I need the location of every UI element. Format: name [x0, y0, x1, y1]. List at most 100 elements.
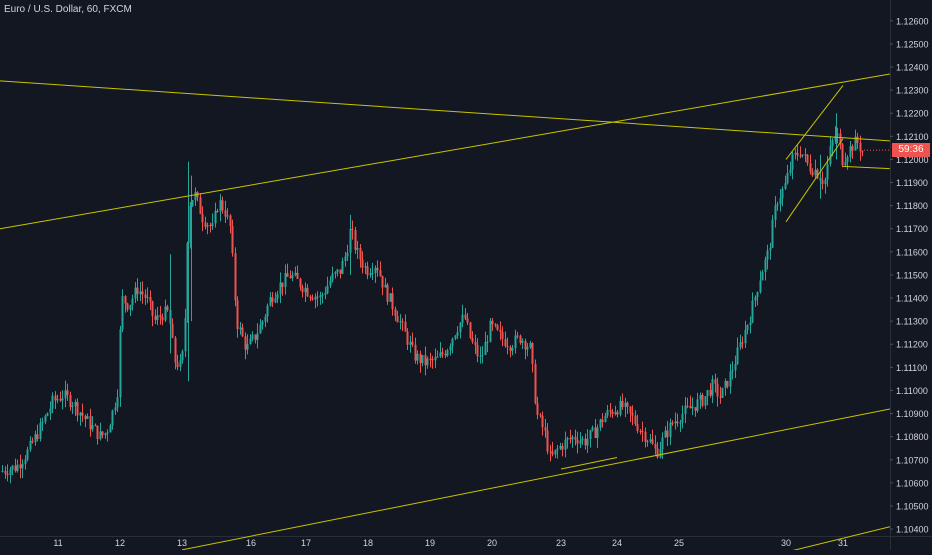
candle-up [304, 287, 307, 293]
candle-up [134, 287, 137, 299]
candle-up [334, 272, 337, 274]
candle-up [179, 360, 182, 368]
candle-up [566, 438, 569, 440]
candle-up [664, 430, 667, 438]
candle-up [589, 430, 592, 439]
candle-up [486, 341, 489, 343]
candle-up [744, 330, 747, 344]
candle-down [241, 327, 244, 337]
candle-down [549, 451, 552, 453]
candle-up [674, 421, 677, 424]
trendline [560, 456, 618, 470]
candle-up [331, 273, 334, 281]
candle-down [851, 146, 854, 151]
candle-down [474, 341, 477, 345]
trendline [785, 85, 844, 160]
candle-down [464, 314, 467, 319]
candle-up [256, 333, 259, 340]
candle-up [51, 395, 54, 409]
candle-down [856, 136, 859, 143]
candle-down [686, 405, 689, 407]
candle-down [719, 396, 722, 398]
candle-down [811, 171, 814, 176]
candle-down [36, 434, 39, 440]
time-tick-label: 17 [301, 538, 311, 548]
candle-up [604, 415, 607, 423]
candle-up [356, 248, 359, 250]
candle-down [216, 210, 219, 212]
candle-up [781, 188, 784, 199]
candle-down [366, 266, 369, 276]
candle-up [64, 390, 67, 399]
candle-up [764, 259, 767, 272]
candle-down [236, 300, 239, 330]
candle-down [379, 270, 382, 276]
candle-up [114, 407, 117, 411]
candle-up [679, 422, 682, 424]
candle-up [729, 371, 732, 387]
candle-up [511, 348, 514, 351]
candle-up [239, 327, 242, 330]
candle-down [159, 315, 162, 318]
trendline [181, 408, 891, 551]
candle-down [551, 451, 554, 455]
candle-down [839, 133, 842, 145]
candle-down [76, 402, 79, 416]
price-tick-label: 1.11700 [896, 224, 928, 234]
candle-down [804, 154, 807, 156]
candle-up [684, 405, 687, 414]
candle-down [89, 416, 92, 430]
candle-up [844, 161, 847, 166]
candle-up [86, 416, 89, 419]
candle-up [139, 291, 142, 295]
candle-up [329, 280, 332, 286]
candle-down [806, 154, 809, 164]
candle-down [594, 427, 597, 438]
price-tick-label: 1.11000 [896, 386, 928, 396]
candle-down [311, 297, 314, 300]
time-tick-label: 11 [53, 538, 62, 548]
candle-up [771, 219, 774, 248]
price-tick-label: 1.11900 [896, 178, 928, 188]
candle-up [459, 322, 462, 333]
candle-up [836, 133, 839, 137]
time-tick-label: 16 [246, 538, 256, 548]
candle-up [71, 405, 74, 407]
candle-up [374, 267, 377, 274]
candle-up [121, 296, 124, 330]
candle-down [339, 269, 342, 274]
candle-up [294, 272, 297, 275]
price-tick-label: 1.11200 [896, 340, 928, 350]
time-tick-label: 20 [487, 538, 497, 548]
candle-down [229, 215, 232, 226]
candle-up [46, 413, 49, 416]
candle-down [84, 415, 87, 419]
candle-up [61, 398, 64, 401]
candle-up [314, 296, 317, 300]
time-tick-label: 24 [612, 538, 622, 548]
candle-up [484, 341, 487, 355]
candle-down [504, 339, 507, 347]
candle-up [624, 402, 627, 407]
candle-down [444, 353, 447, 356]
candle-up [691, 407, 694, 409]
candle-up [619, 400, 622, 415]
candle-up [559, 445, 562, 449]
candle-down [151, 301, 154, 317]
candle-down [676, 421, 679, 424]
candle-up [789, 169, 792, 173]
candle-up [39, 423, 42, 440]
candle-up [439, 352, 442, 357]
candle-down [54, 395, 57, 401]
candle-down [611, 411, 614, 414]
candle-down [536, 403, 539, 415]
candle-down [701, 394, 704, 406]
candle-up [409, 341, 412, 345]
candle-down [94, 425, 97, 427]
price-tick-label: 1.10700 [896, 455, 929, 465]
candle-down [816, 169, 819, 178]
candle-up [761, 271, 764, 281]
candle-up [669, 422, 672, 437]
